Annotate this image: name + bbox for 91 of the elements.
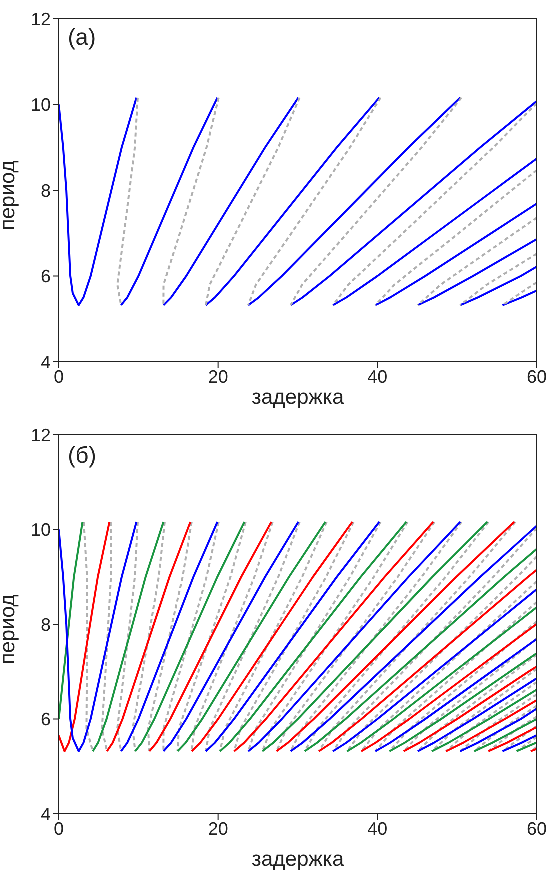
line-series (162, 96, 300, 306)
line-series (388, 652, 537, 752)
y-tick-label: 6 (40, 710, 51, 730)
y-tick-label: 8 (40, 614, 51, 635)
line-series (120, 521, 219, 752)
line-series (247, 96, 462, 306)
line-series (459, 708, 537, 752)
line-series (346, 556, 537, 752)
line-series (374, 638, 537, 752)
line-series (205, 521, 301, 752)
line-series (92, 521, 165, 752)
x-tick-label: 0 (54, 366, 64, 387)
x-axis-title: задержка (252, 386, 344, 409)
line-series (346, 606, 537, 752)
line-series (290, 96, 463, 306)
line-series (233, 521, 434, 752)
x-axis-title: задержка (252, 848, 344, 871)
x-tick-label: 20 (208, 366, 228, 387)
y-axis-title: период (0, 160, 20, 230)
line-series (162, 521, 220, 752)
y-tick-label: 10 (30, 520, 51, 540)
line-series (332, 588, 537, 752)
line-series (205, 96, 380, 306)
line-series (176, 521, 247, 752)
line-series (59, 521, 84, 720)
line-series (190, 521, 274, 752)
line-series (162, 521, 300, 752)
y-tick-label: 10 (30, 95, 51, 116)
line-series (374, 601, 537, 752)
line-series (147, 521, 193, 752)
line-series (360, 623, 537, 752)
line-series (106, 521, 192, 752)
line-series (132, 521, 166, 752)
line-series (83, 521, 94, 752)
x-tick-label: 40 (368, 818, 388, 839)
line-series (304, 521, 490, 752)
line-series (247, 521, 382, 752)
line-series (247, 96, 382, 306)
line-series (262, 521, 488, 752)
line-series (332, 102, 537, 306)
line-series (402, 666, 537, 752)
x-tick-label: 20 (208, 818, 228, 839)
line-series (304, 548, 537, 752)
annotation: (a) (68, 24, 96, 51)
line-series (116, 96, 139, 306)
y-tick-label: 12 (30, 9, 51, 30)
line-series (402, 638, 537, 752)
line-series (134, 521, 246, 752)
line-series (388, 620, 537, 752)
line-series (318, 569, 537, 752)
line-series (431, 688, 537, 752)
x-tick-label: 60 (526, 366, 548, 387)
x-tick-label: 60 (526, 818, 548, 839)
line-series (162, 96, 220, 306)
line-series (247, 521, 462, 752)
line-series (205, 96, 301, 306)
line-series (416, 216, 537, 306)
y-tick-label: 6 (40, 266, 51, 287)
y-tick-label: 12 (30, 425, 51, 446)
x-tick-label: 0 (54, 818, 64, 839)
line-series (276, 521, 436, 752)
line-series (290, 100, 537, 306)
y-tick-label: 4 (40, 352, 51, 372)
line-series (176, 521, 327, 752)
y-tick-label: 4 (40, 804, 51, 824)
line-series (148, 521, 273, 752)
line-series (416, 678, 537, 752)
x-tick-label: 40 (368, 366, 388, 387)
line-series (205, 521, 380, 752)
line-series (233, 521, 355, 752)
line-series (101, 521, 112, 752)
y-axis-title: период (0, 594, 20, 664)
y-tick-label: 8 (40, 180, 51, 201)
line-series (219, 521, 328, 752)
annotation: (б) (68, 442, 96, 469)
line-series (416, 654, 537, 752)
line-series (262, 521, 409, 752)
line-series (332, 527, 537, 752)
line-series (120, 96, 219, 306)
line-series (219, 521, 408, 752)
line-series (374, 202, 537, 306)
line-series (190, 521, 354, 752)
line-series (459, 266, 537, 306)
line-series (59, 96, 138, 306)
line-series (374, 169, 537, 306)
line-series (59, 521, 111, 752)
line-series (59, 521, 138, 752)
line-series (332, 158, 537, 306)
line-series (445, 699, 537, 752)
line-series (416, 238, 537, 306)
line-series (318, 521, 517, 752)
